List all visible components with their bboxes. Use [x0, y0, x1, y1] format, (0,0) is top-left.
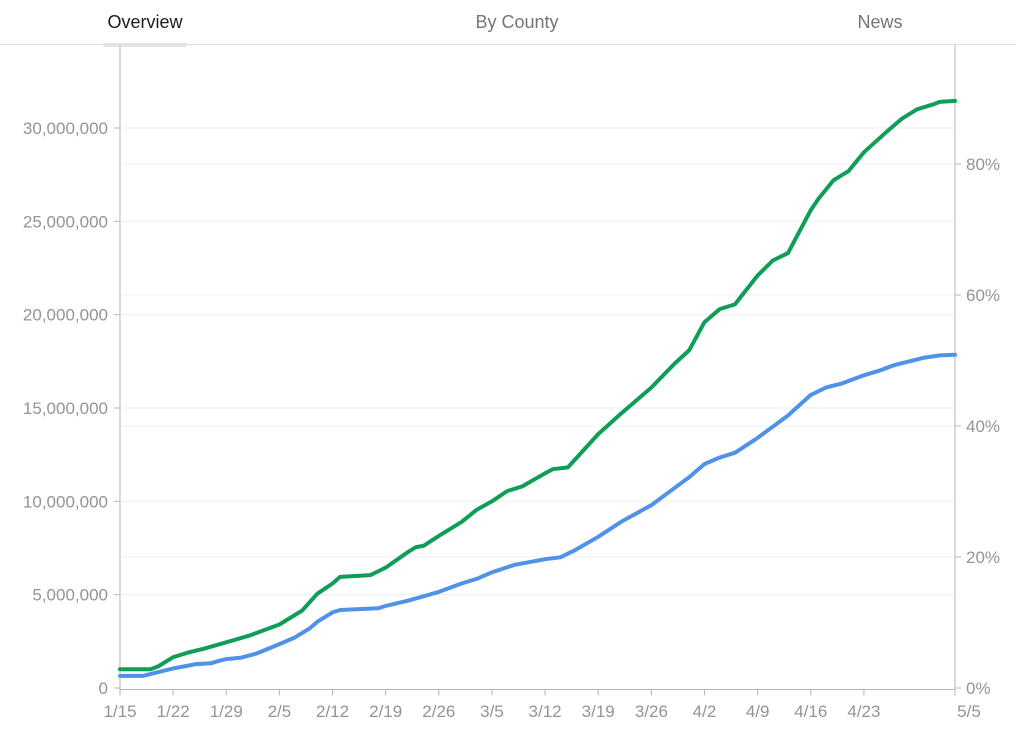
blue-series-line [118, 352, 957, 678]
y-axis-right-label: 80% [966, 155, 1000, 174]
x-axis-label: 3/19 [582, 702, 615, 721]
tab-overview-label: Overview [107, 11, 183, 32]
x-axis-label: 3/26 [635, 702, 668, 721]
chart-area: 0 5,000,000 10,000,000 15,000,000 20,000,000… [0, 45, 1016, 738]
y-axis-left-label: 30,000,000 [23, 119, 108, 138]
vaccination-trend-chart[interactable]: 0 5,000,000 10,000,000 15,000,000 20,000,000… [0, 45, 1016, 738]
y-axis-left-label: 5,000,000 [32, 586, 108, 605]
x-axis-label: 1/29 [210, 702, 243, 721]
tab-bar: Overview By County News [0, 0, 1016, 47]
y-axis-left-label: 0 [99, 679, 108, 698]
y-axis-right-label: 60% [966, 286, 1000, 305]
y-axis-left-label: 15,000,000 [23, 399, 108, 418]
x-axis-label: 5/5 [957, 702, 981, 721]
y-axis-right-label: 0% [966, 679, 991, 698]
tab-overview[interactable]: Overview [0, 0, 290, 47]
x-axis-label: 4/2 [693, 702, 717, 721]
tab-by-county[interactable]: By County [290, 0, 744, 44]
tab-news-label: News [857, 11, 903, 32]
x-axis-label: 1/22 [157, 702, 190, 721]
y-axis-right-label: 20% [966, 548, 1000, 567]
x-axis-label: 4/9 [746, 702, 770, 721]
x-axis-label: 2/19 [369, 702, 402, 721]
x-axis-label: 2/26 [422, 702, 455, 721]
x-axis-label: 1/15 [103, 702, 136, 721]
x-axis-label: 4/23 [847, 702, 880, 721]
x-axis-label: 4/16 [794, 702, 827, 721]
tab-by-county-label: By County [475, 11, 559, 32]
y-axis-left-label: 10,000,000 [23, 492, 108, 511]
y-axis-right-label: 40% [966, 417, 1000, 436]
y-axis-left-label: 25,000,000 [23, 212, 108, 231]
x-axis-label: 2/12 [316, 702, 349, 721]
tab-news[interactable]: News [744, 0, 1016, 44]
x-axis-label: 3/12 [529, 702, 562, 721]
active-tab-indicator [103, 43, 187, 47]
green-series-line [118, 98, 957, 672]
y-axis-left-label: 20,000,000 [23, 306, 108, 325]
x-axis-label: 2/5 [268, 702, 292, 721]
x-axis-label: 3/5 [480, 702, 504, 721]
